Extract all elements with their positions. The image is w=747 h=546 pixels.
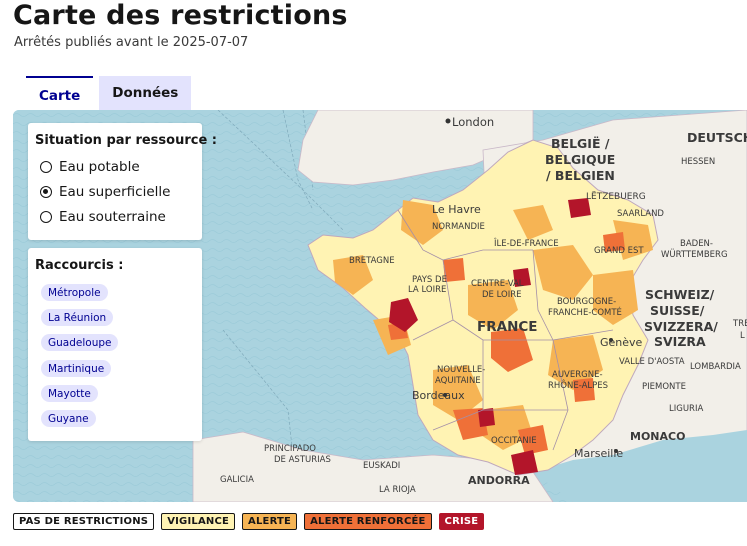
label-deutschland: DEUTSCH (687, 130, 747, 145)
label-ile-de-france: ÎLE-DE-FRANCE (493, 237, 559, 249)
legend-alerte-renforcee: ALERTE RENFORCÉE (304, 513, 432, 530)
city-dot-london (445, 118, 451, 124)
label-bordeaux: Bordeaux (412, 389, 465, 402)
shortcut-metropole[interactable]: Métropole (41, 284, 108, 301)
label-piemonte: PIEMONTE (642, 382, 686, 392)
label-baden: BADEN- (680, 239, 713, 249)
legend-pas-de-restrictions: PAS DE RESTRICTIONS (13, 513, 155, 530)
zones-alerte (333, 200, 653, 450)
label-rhone-alpes: RHÔNE-ALPES (548, 379, 608, 391)
label-saarland: SAARLAND (617, 209, 664, 219)
label-marseille: Marseille (574, 447, 623, 460)
shortcut-mayotte[interactable]: Mayotte (41, 385, 98, 402)
city-dot-geneve (609, 338, 613, 342)
label-auvergne: AUVERGNE- (552, 370, 603, 380)
label-la-rioja: LA RIOJA (379, 485, 416, 495)
city-dot-bordeaux (443, 393, 447, 397)
label-london: London (452, 115, 494, 129)
map-legend: PAS DE RESTRICTIONS VIGILANCE ALERTE ALE… (13, 513, 485, 530)
label-wurttemberg: WÜRTTEMBERG (661, 249, 728, 260)
label-letzebuerg: LËTZEBUERG (586, 191, 646, 202)
resource-panel-title: Situation par ressource : (35, 133, 218, 148)
mediterranean-sea (533, 430, 747, 502)
label-schweiz: SCHWEIZ/ (645, 287, 715, 302)
label-geneve: Genève (600, 336, 643, 349)
label-galicia: GALICIA (220, 475, 254, 485)
label-suisse: SUISSE/ (650, 303, 705, 318)
label-valle-aosta: VALLE D'AOSTA (619, 357, 685, 367)
radio-eau-superficielle[interactable]: Eau superficielle (40, 184, 170, 200)
label-monaco: MONACO (630, 430, 685, 443)
label-belgie: BELGIË / (551, 136, 610, 151)
radio-icon[interactable] (40, 211, 52, 223)
label-andorra: ANDORRA (468, 474, 530, 487)
page-title: Carte des restrictions (13, 0, 348, 31)
radio-eau-souterraine[interactable]: Eau souterraine (40, 209, 166, 225)
shortcuts-panel-title: Raccourcis : (35, 258, 124, 273)
label-la-loire: LA LOIRE (408, 285, 446, 295)
label-bretagne: BRETAGNE (349, 256, 395, 266)
label-asturias: DE ASTURIAS (274, 455, 331, 465)
label-hessen: HESSEN (681, 157, 715, 167)
label-centre-val: CENTRE-VAL (471, 279, 524, 289)
legend-crise: CRISE (438, 513, 485, 530)
label-bourgogne: BOURGOGNE- (557, 297, 616, 307)
label-lombardia: LOMBARDIA (690, 362, 741, 372)
region-borders (397, 209, 614, 451)
land-great-britain (297, 110, 534, 186)
land-iberia (192, 431, 554, 502)
shortcut-guadeloupe[interactable]: Guadeloupe (41, 334, 119, 351)
label-le-havre: Le Havre (432, 203, 481, 216)
label-grand-est: GRAND EST (594, 246, 644, 256)
label-aquitaine: AQUITAINE (435, 376, 481, 386)
zones-crise (389, 198, 591, 475)
city-dot-marseille (614, 449, 618, 453)
label-de-loire: DE LOIRE (482, 290, 522, 300)
label-franche-comte: FRANCHE-COMTÉ (548, 306, 622, 318)
shortcut-martinique[interactable]: Martinique (41, 360, 112, 377)
label-tre: TRE (732, 319, 747, 329)
label-nouvelle: NOUVELLE- (437, 365, 485, 375)
map-labels: London BELGIË / BELGIQUE / BELGIEN DEUTS… (220, 115, 747, 495)
label-france: FRANCE (477, 319, 538, 335)
shortcuts-panel: Raccourcis : Métropole La Réunion Guadel… (28, 248, 202, 441)
resource-panel: Situation par ressource : Eau potable Ea… (28, 123, 217, 240)
radio-label: Eau potable (59, 159, 140, 175)
legend-vigilance: VIGILANCE (161, 513, 236, 530)
label-principado: PRINCIPADO (264, 444, 316, 454)
label-svizzera: SVIZZERA/ (644, 319, 718, 334)
shortcut-la-reunion[interactable]: La Réunion (41, 309, 114, 326)
tab-bar: Carte Données (26, 76, 192, 110)
radio-checked-icon[interactable] (40, 186, 52, 198)
label-occitanie: OCCITANIE (491, 436, 537, 446)
legend-alerte: ALERTE (242, 513, 298, 530)
radio-label: Eau superficielle (59, 184, 171, 200)
label-l: L (740, 331, 745, 341)
shortcut-guyane[interactable]: Guyane (41, 410, 96, 427)
label-normandie: NORMANDIE (432, 222, 485, 232)
tab-carte[interactable]: Carte (26, 76, 94, 110)
label-liguria: LIGURIA (669, 404, 703, 414)
page-subtitle: Arrêtés publiés avant le 2025-07-07 (14, 35, 249, 50)
label-belgien: / BELGIEN (546, 168, 615, 183)
radio-eau-potable[interactable]: Eau potable (40, 159, 140, 175)
radio-label: Eau souterraine (59, 209, 166, 225)
label-pays-de: PAYS DE (412, 275, 447, 285)
map-view[interactable]: London BELGIË / BELGIQUE / BELGIEN DEUTS… (13, 110, 747, 502)
label-belgique: BELGIQUE (545, 152, 615, 167)
label-euskadi: EUSKADI (363, 461, 400, 471)
radio-icon[interactable] (40, 161, 52, 173)
tab-donnees[interactable]: Données (99, 76, 192, 110)
label-svizra: SVIZRA (654, 334, 706, 349)
